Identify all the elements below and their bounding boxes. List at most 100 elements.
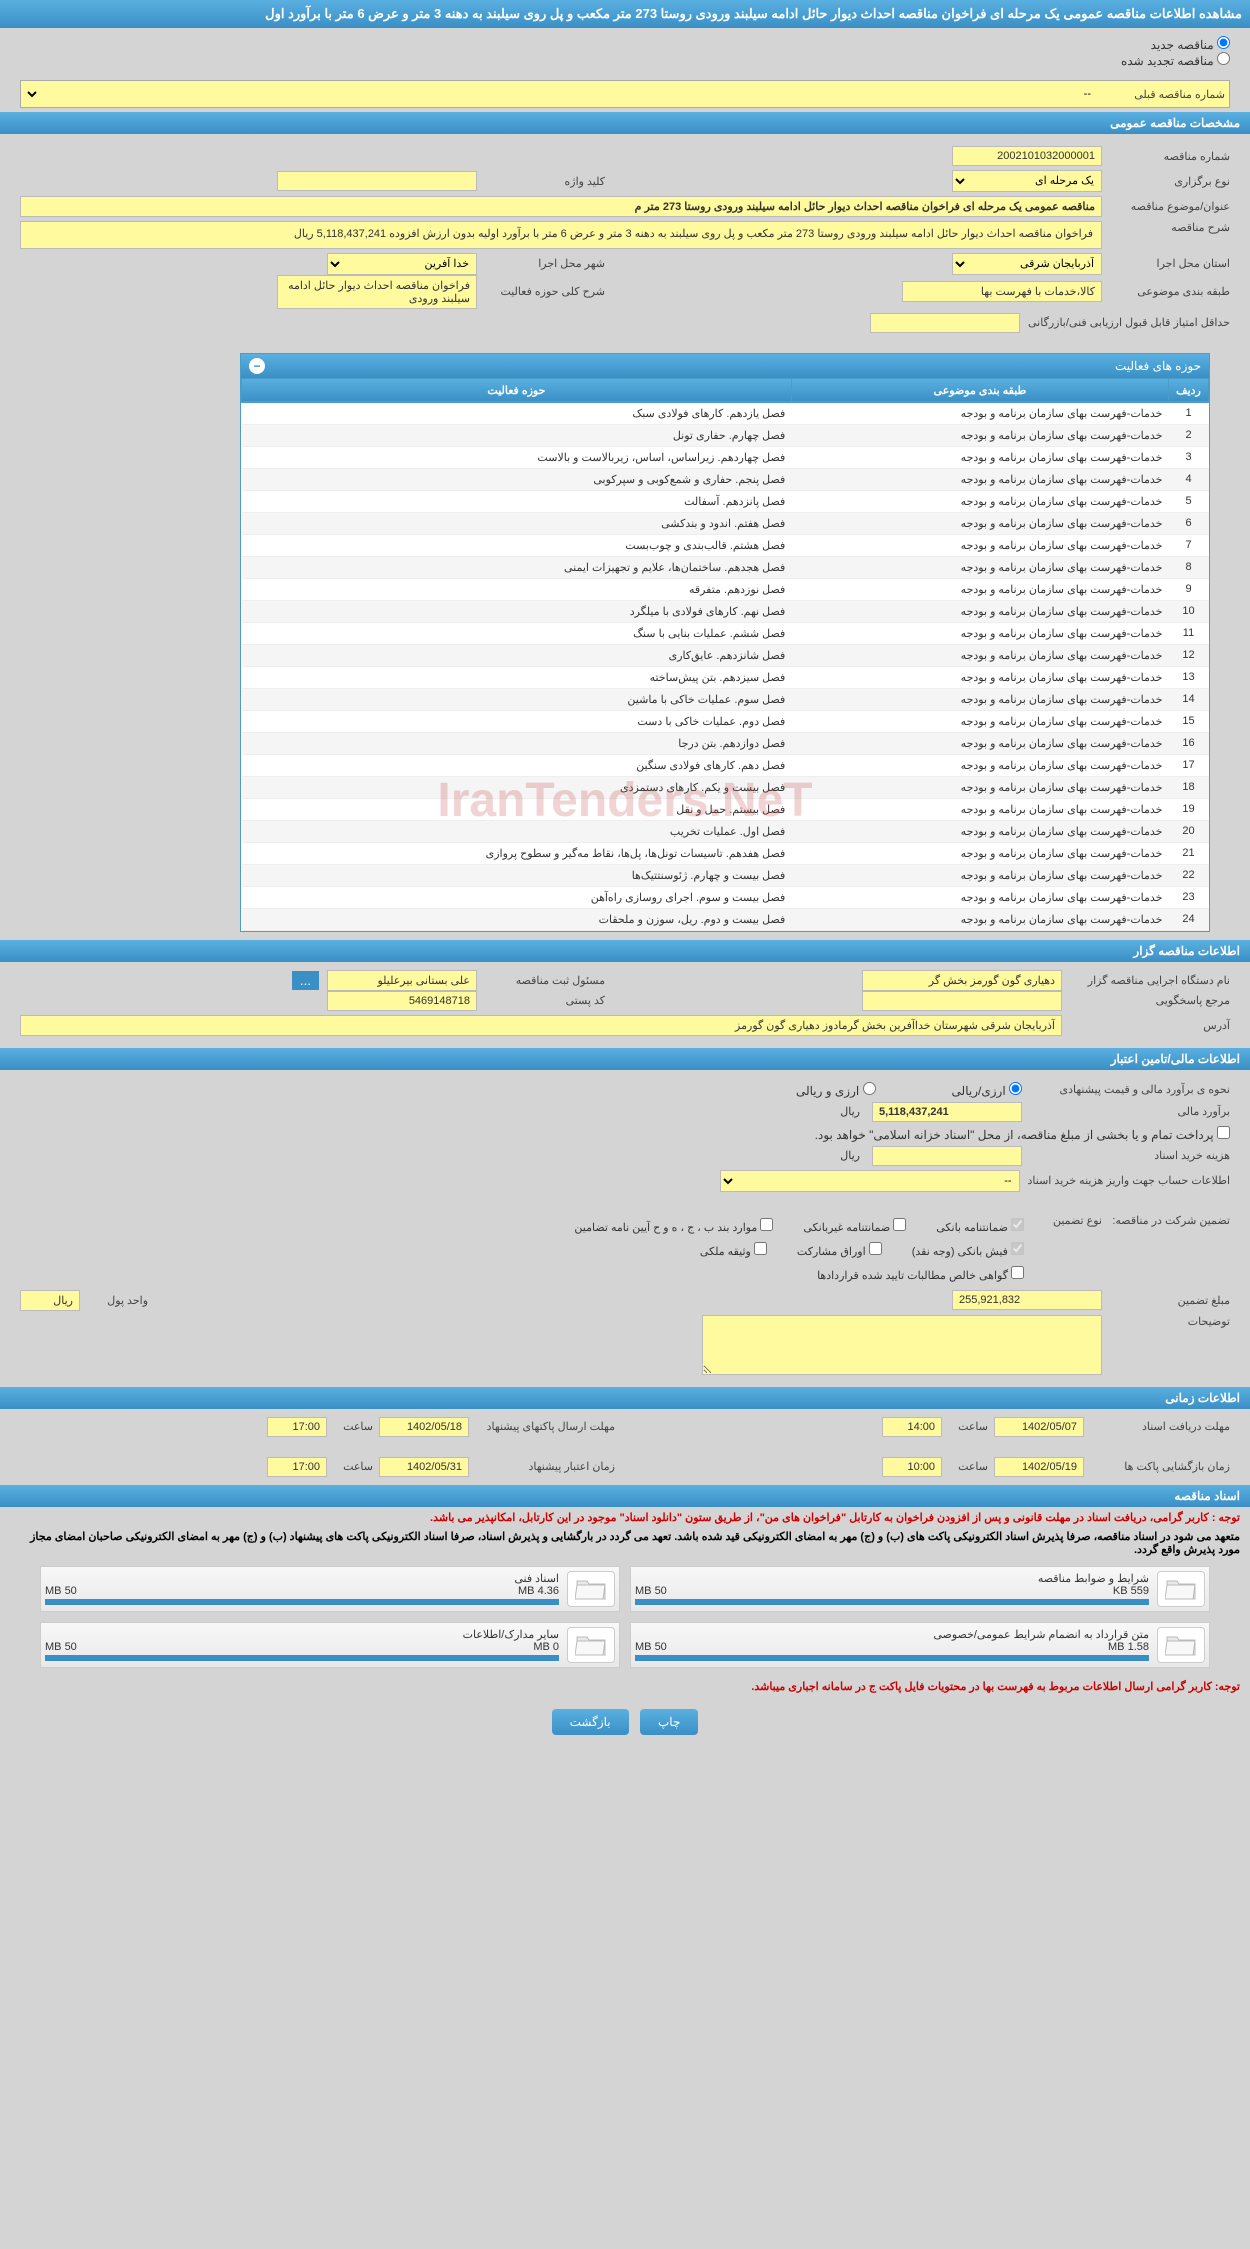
deadline-docs-date: 1402/05/07: [994, 1417, 1084, 1437]
table-row: 15خدمات-فهرست بهای سازمان برنامه و بودجه…: [242, 710, 1209, 732]
category-label: طبقه بندی موضوعی: [1110, 285, 1230, 298]
est-opt1[interactable]: ارزی/ریالی: [952, 1082, 1022, 1098]
col-cat: طبقه بندی موضوعی: [791, 378, 1168, 402]
deposit-info-label: اطلاعات حساب جهت واریز هزینه خرید اسناد: [1028, 1174, 1230, 1187]
address-value: آذربایجان شرقی شهرستان خداآفرین بخش گرما…: [20, 1015, 1062, 1036]
category-value: کالا،خدمات با فهرست بها: [902, 281, 1102, 302]
validity-time: 17:00: [267, 1457, 327, 1477]
unit-label: واحد پول: [88, 1294, 148, 1307]
reg-resp-lookup-button[interactable]: ...: [292, 971, 319, 990]
doc-size: 1.58 MB: [1108, 1641, 1149, 1653]
table-row: 17خدمات-فهرست بهای سازمان برنامه و بودجه…: [242, 754, 1209, 776]
doc-item[interactable]: سایر مدارک/اطلاعات0 MB50 MB: [40, 1622, 620, 1668]
min-score-label: حداقل امتیاز قابل قبول ارزیابی فنی/بازرگ…: [1028, 316, 1230, 329]
address-label: آدرس: [1070, 1019, 1230, 1032]
prev-tender-label: شماره مناقصه قبلی: [1105, 88, 1225, 101]
responder-label: مرجع پاسخگویی: [1070, 994, 1230, 1007]
table-row: 5خدمات-فهرست بهای سازمان برنامه و بودجهف…: [242, 490, 1209, 512]
type-select[interactable]: یک مرحله ای: [952, 170, 1102, 192]
table-row: 16خدمات-فهرست بهای سازمان برنامه و بودجه…: [242, 732, 1209, 754]
guarantee-type-label: نوع تضمین: [1032, 1214, 1102, 1227]
remarks-label: توضیحات: [1110, 1315, 1230, 1328]
prev-tender-row: شماره مناقصه قبلی --: [20, 80, 1230, 108]
table-row: 20خدمات-فهرست بهای سازمان برنامه و بودجه…: [242, 820, 1209, 842]
validity-date: 1402/05/31: [379, 1457, 469, 1477]
folder-icon: [1157, 1571, 1205, 1607]
back-button[interactable]: بازگشت: [552, 1709, 629, 1735]
opening-label: زمان بازگشایی پاکت ها: [1090, 1460, 1230, 1473]
city-label: شهر محل اجرا: [485, 257, 605, 270]
table-row: 10خدمات-فهرست بهای سازمان برنامه و بودجه…: [242, 600, 1209, 622]
g5[interactable]: اوراق مشارکت: [797, 1242, 882, 1258]
collapse-icon[interactable]: −: [249, 358, 265, 374]
doc-max: 50 MB: [45, 1641, 77, 1653]
g1[interactable]: ضمانتنامه بانکی: [936, 1218, 1024, 1234]
doc-size: 0 MB: [533, 1641, 559, 1653]
folder-icon: [1157, 1627, 1205, 1663]
doc-max: 50 MB: [635, 1641, 667, 1653]
doc-progress: [635, 1655, 1149, 1661]
table-row: 14خدمات-فهرست بهای سازمان برنامه و بودجه…: [242, 688, 1209, 710]
doc-size: 559 KB: [1113, 1585, 1149, 1597]
prev-tender-select[interactable]: --: [25, 85, 1097, 103]
province-label: استان محل اجرا: [1110, 257, 1230, 270]
table-row: 7خدمات-فهرست بهای سازمان برنامه و بودجهف…: [242, 534, 1209, 556]
city-select[interactable]: خدا آفرین: [327, 253, 477, 275]
rial-unit2: ریال: [840, 1149, 860, 1162]
print-button[interactable]: چاپ: [640, 1709, 698, 1735]
table-row: 19خدمات-فهرست بهای سازمان برنامه و بودجه…: [242, 798, 1209, 820]
subject-value: مناقصه عمومی یک مرحله ای فراخوان مناقصه …: [20, 196, 1102, 217]
deposit-select[interactable]: --: [720, 1170, 1020, 1192]
table-row: 21خدمات-فهرست بهای سازمان برنامه و بودجه…: [242, 842, 1209, 864]
table-row: 23خدمات-فهرست بهای سازمان برنامه و بودجه…: [242, 886, 1209, 908]
keyword-value[interactable]: [277, 171, 477, 191]
button-bar: چاپ بازگشت: [0, 1697, 1250, 1747]
est-method-label: نحوه ی برآورد مالی و قیمت پیشنهادی: [1030, 1083, 1230, 1096]
validity-label: زمان اعتبار پیشنهاد: [475, 1460, 615, 1473]
new-tender-option[interactable]: مناقصه جدید: [1151, 38, 1230, 52]
doc-max: 50 MB: [635, 1585, 667, 1597]
doc-item[interactable]: اسناد فنی4.36 MB50 MB: [40, 1566, 620, 1612]
postal-label: کد پستی: [485, 994, 605, 1007]
folder-icon: [567, 1571, 615, 1607]
section-general: مشخصات مناقصه عمومی: [0, 112, 1250, 134]
g2[interactable]: ضمانتنامه غیربانکی: [803, 1218, 906, 1234]
remarks-textarea[interactable]: [702, 1315, 1102, 1375]
rial-unit: ریال: [840, 1105, 860, 1118]
responder-value[interactable]: [862, 991, 1062, 1011]
est-amount-label: برآورد مالی: [1030, 1105, 1230, 1118]
reg-resp-value: علی بستانی بیرعلیلو: [327, 970, 477, 991]
table-row: 12خدمات-فهرست بهای سازمان برنامه و بودجه…: [242, 644, 1209, 666]
payment-note-check[interactable]: پرداخت تمام و یا بخشی از مبلغ مناقصه، از…: [815, 1126, 1230, 1142]
table-row: 11خدمات-فهرست بهای سازمان برنامه و بودجه…: [242, 622, 1209, 644]
col-scope: حوزه فعالیت: [242, 378, 792, 402]
time-label3: ساعت: [948, 1460, 988, 1473]
doc-max: 50 MB: [45, 1585, 77, 1597]
g4[interactable]: فیش بانکی (وجه نقد): [912, 1242, 1024, 1258]
deadline-docs-time: 14:00: [882, 1417, 942, 1437]
doc-progress: [45, 1599, 559, 1605]
table-row: 24خدمات-فهرست بهای سازمان برنامه و بودجه…: [242, 908, 1209, 930]
g6[interactable]: وثیقه ملکی: [700, 1242, 767, 1258]
docs-grid: شرایط و ضوابط مناقصه559 KB50 MBاسناد فنی…: [0, 1558, 1250, 1676]
desc-label: شرح مناقصه: [1110, 221, 1230, 234]
doc-item[interactable]: متن قرارداد به انضمام شرایط عمومی/خصوصی1…: [630, 1622, 1210, 1668]
g3[interactable]: موارد بند ب ، ج ، ه و ح آیین نامه تضامین: [574, 1218, 773, 1234]
doc-item[interactable]: شرایط و ضوابط مناقصه559 KB 50 MB: [630, 1566, 1210, 1612]
min-score-value[interactable]: [870, 313, 1020, 333]
g7[interactable]: گواهی خالص مطالبات تایید شده قراردادها: [817, 1266, 1024, 1282]
table-row: 1خدمات-فهرست بهای سازمان برنامه و بودجهف…: [242, 402, 1209, 424]
section-docs: اسناد مناقصه: [0, 1485, 1250, 1507]
activity-table: ردیف طبقه بندی موضوعی حوزه فعالیت 1خدمات…: [241, 378, 1209, 931]
renewed-tender-option[interactable]: مناقصه تجدید شده: [1121, 54, 1230, 68]
table-row: 9خدمات-فهرست بهای سازمان برنامه و بودجهف…: [242, 578, 1209, 600]
col-row: ردیف: [1169, 378, 1209, 402]
doc-title: شرایط و ضوابط مناقصه: [635, 1572, 1149, 1585]
scope-label: شرح کلی حوزه فعالیت: [485, 285, 605, 298]
table-row: 13خدمات-فهرست بهای سازمان برنامه و بودجه…: [242, 666, 1209, 688]
doc-fee-value[interactable]: [872, 1146, 1022, 1166]
est-opt2[interactable]: ارزی و ریالی: [796, 1082, 876, 1098]
est-amount-value: 5,118,437,241: [872, 1102, 1022, 1122]
doc-size: 4.36 MB: [518, 1585, 559, 1597]
province-select[interactable]: آذربایجان شرقی: [952, 253, 1102, 275]
